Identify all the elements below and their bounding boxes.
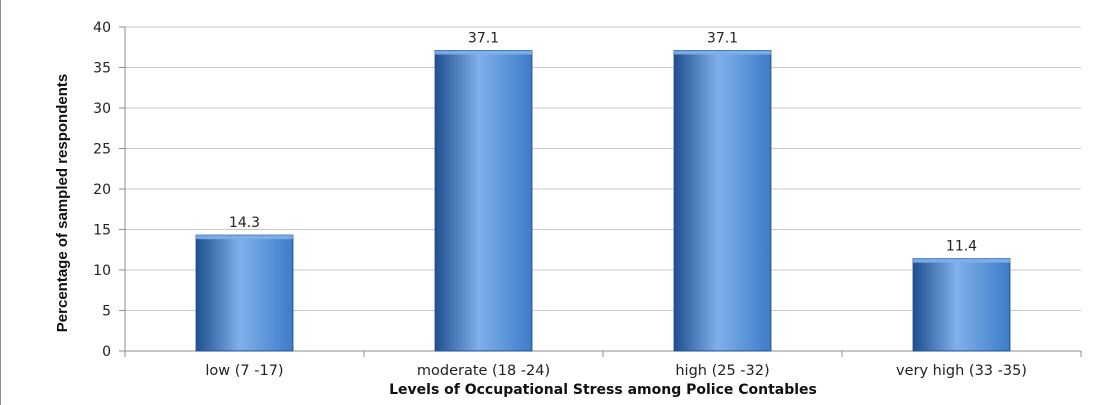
category-label: high (25 -32) [675, 363, 769, 379]
category-label: low (7 -17) [205, 363, 283, 379]
y-tick-label: 5 [102, 304, 111, 320]
y-tick-label: 35 [93, 61, 111, 77]
data-label: 37.1 [468, 30, 499, 46]
bar [434, 49, 533, 352]
y-axis-title: Percentage of sampled respondents [54, 74, 71, 332]
y-tick-label: 0 [102, 344, 111, 360]
data-label: 11.4 [946, 239, 977, 255]
y-tick-label: 30 [93, 101, 111, 117]
category-label: very high (33 -35) [896, 363, 1027, 379]
bar [912, 258, 1011, 352]
y-tick-label: 10 [93, 263, 111, 279]
bar-top-highlight [674, 50, 771, 55]
y-tick-label: 40 [93, 20, 111, 36]
bar-top-highlight [435, 50, 532, 55]
category-label: moderate (18 -24) [417, 363, 550, 379]
data-label: 37.1 [707, 30, 738, 46]
bars [195, 49, 1011, 352]
bar-top-highlight [913, 258, 1010, 263]
y-tick-label: 15 [93, 223, 111, 239]
y-tick-label: 20 [93, 182, 111, 198]
bar-top-highlight [196, 235, 293, 240]
labels: 0 5 10 15 20 25 30 35 40 14.3 low (7 -17) 37.1 moder… [93, 20, 1027, 379]
bar [195, 234, 294, 352]
x-axis-title: Levels of Occupational Stress among Poli… [389, 382, 817, 398]
bar [673, 49, 772, 352]
y-tick-label: 25 [93, 142, 111, 158]
data-label: 14.3 [229, 215, 260, 231]
